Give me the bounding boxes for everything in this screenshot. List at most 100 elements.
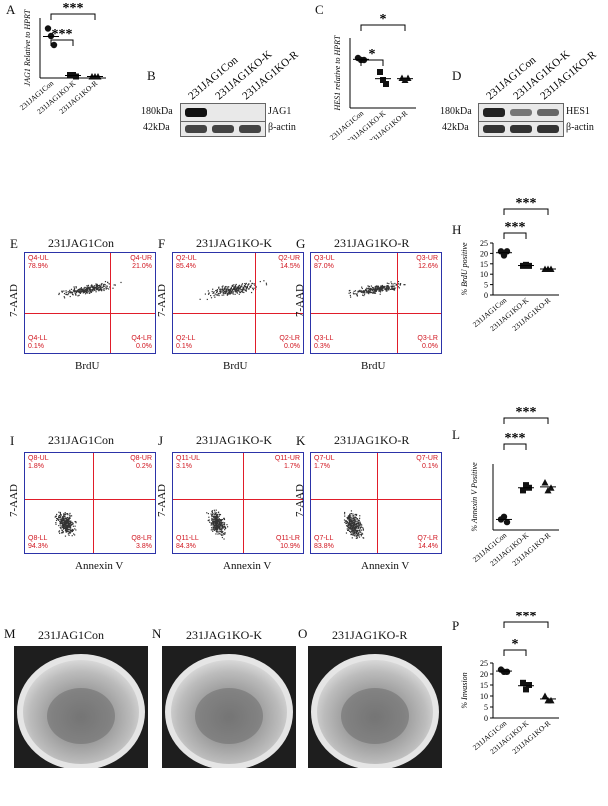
event-dot bbox=[348, 529, 350, 532]
event-dot bbox=[67, 530, 69, 533]
event-dot bbox=[358, 533, 360, 535]
event-dot bbox=[63, 296, 65, 298]
event-dot bbox=[86, 285, 88, 287]
event-dot bbox=[113, 284, 115, 286]
blot-b-protein-2: β-actin bbox=[268, 122, 296, 133]
event-dot bbox=[350, 513, 353, 515]
event-dot bbox=[76, 290, 78, 292]
event-dot bbox=[362, 290, 365, 292]
event-dot bbox=[349, 522, 351, 524]
event-dot bbox=[360, 291, 362, 293]
quadrant-ul-value: 78.9% bbox=[28, 263, 48, 270]
event-dot bbox=[246, 285, 249, 288]
event-dot bbox=[216, 519, 219, 522]
panel-label-g: G bbox=[296, 236, 306, 251]
event-dot bbox=[223, 290, 225, 292]
event-dot bbox=[215, 521, 217, 523]
event-dot bbox=[245, 287, 247, 289]
event-dot bbox=[355, 529, 357, 531]
event-dot bbox=[58, 515, 60, 517]
event-dot bbox=[230, 287, 233, 290]
event-dot bbox=[234, 290, 236, 292]
event-dot bbox=[64, 516, 66, 518]
event-dot bbox=[100, 288, 103, 290]
event-dot bbox=[358, 519, 360, 521]
event-dot bbox=[216, 531, 218, 533]
event-dot bbox=[58, 514, 61, 517]
event-dot bbox=[80, 288, 82, 291]
event-dot bbox=[64, 512, 66, 514]
event-dot bbox=[370, 289, 373, 291]
gate-vertical bbox=[110, 253, 111, 353]
y-tick-label: 10 bbox=[480, 270, 488, 279]
event-dot bbox=[354, 518, 356, 520]
event-dot bbox=[86, 292, 88, 294]
event-dot bbox=[370, 288, 372, 290]
event-dot bbox=[71, 292, 74, 294]
event-dot bbox=[218, 287, 220, 289]
event-dot bbox=[68, 534, 70, 536]
blot-d-hes1 bbox=[478, 103, 564, 122]
event-dot bbox=[380, 289, 383, 291]
event-dot bbox=[242, 291, 244, 293]
event-dot bbox=[95, 284, 98, 286]
event-dot bbox=[72, 523, 74, 525]
data-point bbox=[377, 69, 383, 75]
event-dot bbox=[352, 518, 354, 520]
data-point bbox=[503, 518, 511, 526]
blot-b-protein-1: JAG1 bbox=[268, 106, 292, 117]
event-dot bbox=[388, 287, 390, 289]
event-dot bbox=[223, 294, 225, 296]
event-dot bbox=[343, 519, 346, 521]
event-dot bbox=[363, 291, 365, 294]
event-dot bbox=[376, 286, 379, 288]
event-dot bbox=[212, 513, 214, 516]
event-dot bbox=[228, 290, 230, 292]
event-dot bbox=[350, 528, 352, 530]
significance-bracket bbox=[503, 649, 527, 656]
event-dot bbox=[349, 528, 351, 530]
event-dot bbox=[359, 517, 361, 519]
event-dot bbox=[76, 289, 79, 292]
actin-band-2 bbox=[510, 125, 532, 133]
event-dot bbox=[241, 286, 243, 288]
event-dot bbox=[349, 525, 352, 527]
event-dot bbox=[368, 291, 371, 293]
event-dot bbox=[369, 291, 371, 293]
event-dot bbox=[66, 525, 68, 527]
event-dot bbox=[229, 288, 231, 291]
event-dot bbox=[210, 513, 212, 515]
event-dot bbox=[224, 286, 226, 288]
y-axis-label: 7-AAD bbox=[156, 484, 168, 517]
event-dot bbox=[355, 524, 357, 526]
event-dot bbox=[353, 522, 355, 524]
event-dot bbox=[362, 527, 364, 529]
event-dot bbox=[368, 285, 370, 288]
event-dot bbox=[354, 529, 356, 532]
event-dot bbox=[66, 513, 68, 515]
panel-label-f: F bbox=[158, 236, 166, 251]
event-dot bbox=[65, 530, 68, 532]
event-dot bbox=[70, 529, 73, 531]
event-dot bbox=[70, 515, 73, 517]
event-dot bbox=[81, 289, 84, 291]
event-dot bbox=[357, 533, 359, 535]
event-dot bbox=[71, 530, 74, 533]
event-dot bbox=[352, 534, 354, 536]
event-dot bbox=[348, 515, 351, 518]
event-dot bbox=[381, 284, 383, 287]
event-dot bbox=[220, 531, 223, 533]
event-dot bbox=[360, 290, 363, 292]
event-dot bbox=[228, 293, 230, 295]
event-dot bbox=[72, 522, 74, 525]
event-dot bbox=[243, 285, 246, 287]
event-dot bbox=[347, 522, 349, 524]
quadrant-lr-value: 14.4% bbox=[418, 543, 438, 550]
event-dot bbox=[101, 290, 103, 292]
event-dot bbox=[212, 530, 214, 532]
event-dot bbox=[386, 282, 388, 284]
event-dot bbox=[244, 283, 247, 286]
event-dot bbox=[60, 514, 63, 516]
event-dot bbox=[245, 282, 247, 285]
event-dot bbox=[238, 289, 240, 292]
